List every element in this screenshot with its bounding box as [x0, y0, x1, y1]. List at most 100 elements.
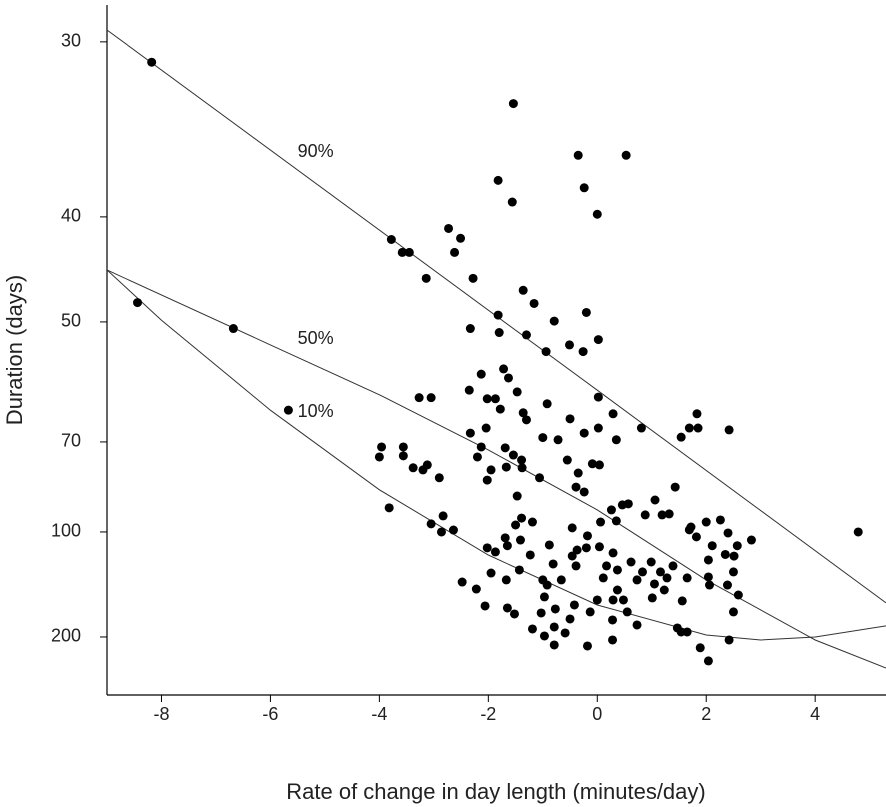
point: [514, 565, 524, 575]
point: [550, 604, 560, 614]
point: [421, 273, 431, 283]
point: [542, 399, 552, 409]
y-tick-label: 30: [61, 31, 81, 51]
point: [572, 545, 582, 555]
point: [377, 442, 387, 452]
point: [684, 525, 694, 535]
point: [228, 324, 238, 334]
point: [436, 527, 446, 537]
point: [549, 640, 559, 650]
point: [608, 635, 618, 645]
point: [650, 495, 660, 505]
point: [724, 425, 734, 435]
point: [549, 316, 559, 326]
point: [553, 435, 563, 445]
point: [495, 404, 505, 414]
point: [511, 520, 521, 530]
y-tick-label: 200: [51, 626, 81, 646]
point: [606, 505, 616, 515]
point: [632, 575, 642, 585]
x-tick-label: -8: [153, 704, 169, 724]
point: [527, 517, 537, 527]
point: [490, 547, 500, 557]
point: [508, 450, 518, 460]
point: [544, 540, 554, 550]
plot-area: [107, 29, 886, 669]
point: [450, 247, 460, 257]
point: [465, 428, 475, 438]
point: [608, 548, 618, 558]
point: [457, 577, 467, 587]
point: [521, 330, 531, 340]
point: [732, 541, 742, 551]
point: [703, 555, 713, 565]
point: [593, 392, 603, 402]
point: [662, 573, 672, 583]
point: [746, 535, 756, 545]
point: [517, 513, 527, 523]
point: [646, 557, 656, 567]
point: [503, 373, 513, 383]
point: [426, 393, 436, 403]
point: [499, 364, 509, 374]
point: [569, 600, 579, 610]
point: [622, 607, 632, 617]
point: [657, 510, 667, 520]
point: [397, 247, 407, 257]
point: [493, 175, 503, 185]
point: [573, 150, 583, 160]
point: [508, 99, 518, 109]
point: [703, 656, 713, 666]
point: [374, 452, 384, 462]
point: [538, 433, 548, 443]
point: [668, 561, 678, 571]
point: [426, 519, 436, 529]
point: [693, 423, 703, 433]
point: [598, 573, 608, 583]
point: [670, 482, 680, 492]
point: [724, 635, 734, 645]
y-tick-label: 40: [61, 206, 81, 226]
point: [512, 491, 522, 501]
point: [515, 535, 525, 545]
point: [637, 567, 647, 577]
point: [518, 408, 528, 418]
curve-label: 90%: [298, 141, 334, 161]
point: [592, 595, 602, 605]
point: [672, 623, 682, 633]
x-tick-label: -2: [480, 704, 496, 724]
point: [398, 451, 408, 461]
point: [594, 460, 604, 470]
point: [594, 542, 604, 552]
point: [608, 409, 618, 419]
quantile-curve: [107, 269, 886, 641]
point: [611, 435, 621, 445]
point: [525, 550, 535, 560]
x-tick-label: -4: [371, 704, 387, 724]
point: [536, 608, 546, 618]
point: [611, 516, 621, 526]
y-axis-title: Duration (days): [2, 275, 27, 425]
point: [456, 233, 466, 243]
y-tick-label: 100: [51, 521, 81, 541]
point: [695, 643, 705, 653]
point: [632, 620, 642, 630]
point: [579, 183, 589, 193]
point: [582, 641, 592, 651]
point: [608, 615, 618, 625]
point: [471, 584, 481, 594]
point: [578, 347, 588, 357]
point: [649, 579, 659, 589]
point: [722, 580, 732, 590]
point: [567, 551, 577, 561]
point: [579, 487, 589, 497]
point: [133, 298, 143, 308]
point: [636, 423, 646, 433]
point: [582, 531, 592, 541]
curve-label: 50%: [298, 328, 334, 348]
point: [617, 500, 627, 510]
point: [283, 405, 293, 415]
point: [548, 559, 558, 569]
x-tick-label: 4: [810, 704, 820, 724]
